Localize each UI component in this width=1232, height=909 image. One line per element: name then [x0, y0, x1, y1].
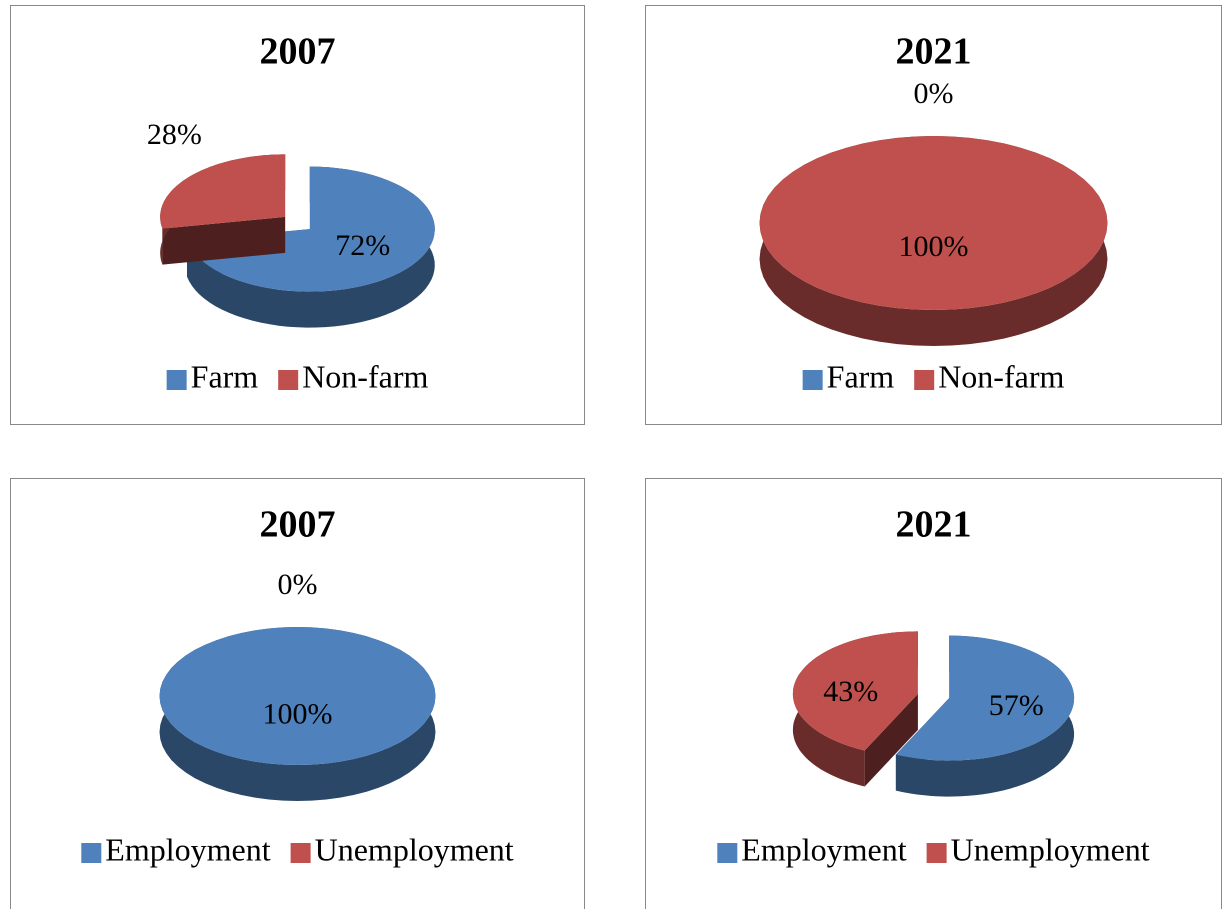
pie-slice: [159, 627, 436, 801]
legend-label: Unemployment: [951, 831, 1150, 867]
legend-swatch: [914, 370, 935, 390]
pie-slice: [895, 635, 1075, 797]
legend-label: Non-farm: [302, 358, 428, 394]
slice-wall: [864, 693, 918, 787]
slice-top: [159, 627, 436, 765]
chart-title: 2007: [260, 504, 336, 546]
slice-top: [895, 635, 1075, 761]
slice-top: [160, 154, 286, 229]
data-label: 100%: [263, 698, 333, 731]
chart-panel: 2007 72% 28% Farm Non-farm: [10, 5, 585, 425]
chart-title: 2021: [896, 504, 972, 546]
data-label: 100%: [899, 230, 969, 263]
chart-title: 2007: [260, 31, 336, 73]
panel-border: [645, 478, 1222, 909]
legend-label: Unemployment: [315, 831, 514, 867]
legend-swatch: [81, 843, 102, 863]
legend-label: Non-farm: [938, 358, 1064, 394]
legend-swatch: [926, 843, 947, 863]
legend: Employment Unemployment: [81, 831, 514, 867]
chart-panel: 2021 0% 100% Farm Non-farm: [645, 5, 1222, 425]
chart-panel: 2021 57% 43% Employment Unemployment: [645, 478, 1222, 909]
data-label: 0%: [278, 568, 318, 601]
chart-title: 2021: [896, 31, 972, 73]
data-label: 0%: [914, 77, 954, 110]
legend-label: Employment: [741, 831, 906, 867]
data-label: 43%: [823, 675, 878, 708]
slice-top: [187, 166, 435, 292]
slice-top: [759, 136, 1108, 310]
pie-slice: [160, 154, 286, 265]
legend-swatch: [802, 370, 823, 390]
chart-panel: 2007 100% 0% Employment Unemployment: [10, 478, 585, 909]
legend: Farm Non-farm: [802, 358, 1064, 394]
legend-label: Employment: [105, 831, 270, 867]
legend-swatch: [166, 370, 187, 390]
slice-wall: [162, 216, 286, 265]
data-label: 57%: [989, 689, 1044, 722]
panel-border: [10, 5, 585, 425]
legend-swatch: [278, 370, 299, 390]
legend: Employment Unemployment: [717, 831, 1150, 867]
legend-swatch: [290, 843, 311, 863]
pie-slice: [792, 631, 918, 787]
legend: Farm Non-farm: [166, 358, 428, 394]
pie-slice: [759, 136, 1108, 346]
slice-top: [792, 631, 918, 751]
legend-swatch: [717, 843, 738, 863]
data-label: 72%: [335, 229, 390, 262]
legend-label: Farm: [827, 358, 895, 394]
data-label: 28%: [147, 118, 202, 151]
legend-label: Farm: [191, 358, 259, 394]
